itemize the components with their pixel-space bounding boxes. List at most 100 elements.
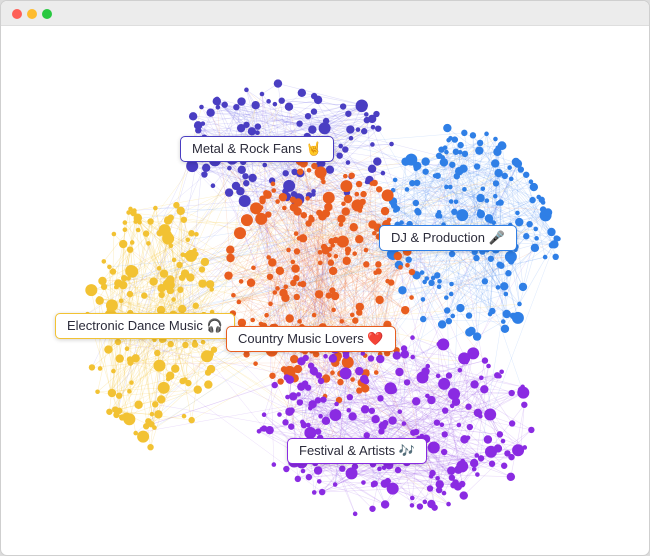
graph-node[interactable]: [437, 320, 447, 329]
graph-node[interactable]: [133, 219, 138, 224]
graph-node[interactable]: [122, 220, 128, 225]
graph-node[interactable]: [322, 191, 335, 204]
graph-node[interactable]: [345, 467, 358, 480]
graph-node[interactable]: [457, 149, 463, 155]
graph-node[interactable]: [410, 429, 417, 436]
graph-node[interactable]: [400, 350, 410, 359]
graph-node[interactable]: [409, 503, 415, 508]
graph-node[interactable]: [357, 208, 363, 213]
graph-node[interactable]: [188, 112, 198, 121]
graph-node[interactable]: [331, 307, 336, 313]
graph-node[interactable]: [378, 428, 385, 435]
graph-node[interactable]: [456, 460, 469, 473]
graph-node[interactable]: [293, 364, 303, 374]
graph-node[interactable]: [494, 168, 503, 178]
graph-node[interactable]: [409, 179, 416, 187]
graph-node[interactable]: [319, 160, 326, 167]
graph-node[interactable]: [475, 472, 480, 477]
graph-node[interactable]: [265, 425, 274, 435]
graph-node[interactable]: [434, 272, 441, 279]
graph-node[interactable]: [311, 192, 316, 197]
graph-node[interactable]: [346, 125, 355, 134]
graph-node[interactable]: [141, 292, 148, 299]
graph-node[interactable]: [448, 474, 456, 481]
graph-node[interactable]: [131, 354, 140, 363]
graph-node[interactable]: [438, 377, 451, 390]
graph-node[interactable]: [147, 443, 154, 451]
graph-node[interactable]: [135, 227, 141, 233]
graph-node[interactable]: [408, 268, 416, 276]
graph-node[interactable]: [449, 161, 456, 168]
graph-node[interactable]: [450, 313, 456, 319]
graph-node[interactable]: [346, 408, 352, 413]
graph-node[interactable]: [279, 288, 288, 298]
graph-node[interactable]: [522, 445, 528, 450]
graph-node[interactable]: [180, 216, 188, 223]
graph-node[interactable]: [452, 148, 460, 155]
graph-node[interactable]: [386, 482, 399, 495]
graph-node[interactable]: [369, 505, 376, 512]
graph-node[interactable]: [329, 287, 336, 294]
graph-node[interactable]: [443, 123, 452, 133]
graph-node[interactable]: [243, 180, 250, 187]
graph-node[interactable]: [528, 179, 534, 184]
graph-node[interactable]: [269, 372, 276, 379]
graph-node[interactable]: [98, 276, 107, 286]
graph-node[interactable]: [149, 277, 158, 286]
graph-node[interactable]: [361, 480, 366, 485]
graph-node[interactable]: [280, 366, 288, 373]
graph-node[interactable]: [198, 279, 207, 288]
graph-node[interactable]: [315, 372, 323, 379]
graph-node[interactable]: [401, 421, 407, 426]
graph-node[interactable]: [290, 259, 296, 265]
graph-node[interactable]: [552, 253, 559, 261]
graph-node[interactable]: [401, 305, 410, 315]
graph-node[interactable]: [157, 284, 166, 293]
graph-node[interactable]: [330, 291, 340, 301]
graph-node[interactable]: [171, 364, 180, 373]
graph-node[interactable]: [129, 380, 134, 385]
graph-node[interactable]: [317, 260, 323, 266]
graph-node[interactable]: [464, 359, 469, 365]
graph-node[interactable]: [285, 375, 295, 384]
graph-node[interactable]: [355, 127, 361, 132]
graph-node[interactable]: [433, 419, 441, 426]
graph-node[interactable]: [517, 166, 525, 173]
graph-node[interactable]: [300, 212, 308, 219]
graph-node[interactable]: [360, 128, 368, 135]
graph-node[interactable]: [178, 274, 186, 281]
graph-node[interactable]: [476, 139, 484, 147]
graph-node[interactable]: [126, 356, 134, 363]
graph-node[interactable]: [330, 370, 335, 376]
graph-node[interactable]: [420, 297, 426, 302]
graph-node[interactable]: [523, 171, 530, 178]
graph-node[interactable]: [201, 350, 214, 363]
graph-node[interactable]: [256, 428, 262, 434]
graph-node[interactable]: [320, 126, 325, 131]
graph-node[interactable]: [413, 166, 419, 172]
graph-node[interactable]: [109, 268, 117, 275]
graph-node[interactable]: [152, 401, 159, 408]
graph-node[interactable]: [462, 187, 467, 192]
graph-node[interactable]: [435, 475, 440, 481]
graph-node[interactable]: [111, 231, 117, 237]
graph-node[interactable]: [382, 419, 389, 427]
graph-node[interactable]: [298, 399, 303, 405]
graph-node[interactable]: [297, 281, 303, 287]
graph-node[interactable]: [368, 407, 376, 414]
graph-node[interactable]: [306, 428, 313, 435]
graph-node[interactable]: [476, 209, 486, 219]
graph-node[interactable]: [360, 190, 367, 198]
minimize-window-button[interactable]: [27, 9, 37, 19]
graph-node[interactable]: [461, 150, 469, 158]
graph-node[interactable]: [547, 227, 556, 237]
graph-node[interactable]: [430, 275, 436, 281]
graph-node[interactable]: [309, 366, 318, 376]
graph-node[interactable]: [298, 234, 308, 243]
graph-node[interactable]: [238, 279, 244, 284]
graph-node[interactable]: [377, 395, 384, 402]
graph-node[interactable]: [278, 97, 285, 104]
graph-node[interactable]: [542, 254, 548, 260]
graph-node[interactable]: [373, 110, 380, 118]
graph-node[interactable]: [270, 181, 276, 187]
